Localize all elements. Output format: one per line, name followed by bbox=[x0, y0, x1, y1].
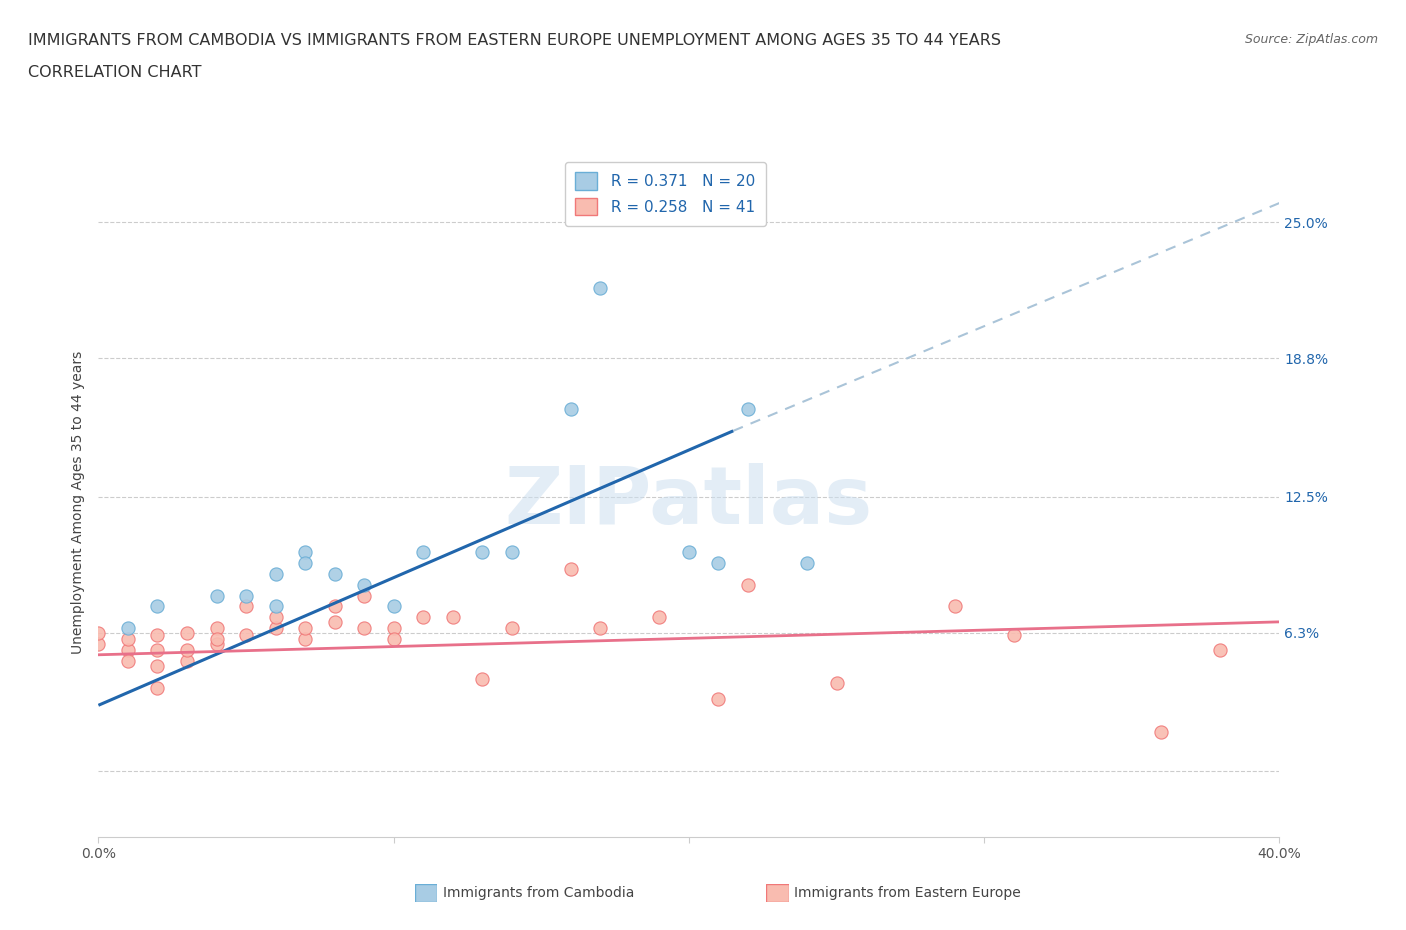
Point bbox=[117, 632, 139, 647]
Point bbox=[501, 544, 523, 559]
Point bbox=[205, 636, 228, 651]
Y-axis label: Unemployment Among Ages 35 to 44 years: Unemployment Among Ages 35 to 44 years bbox=[72, 351, 86, 654]
Point bbox=[560, 562, 582, 577]
Point bbox=[323, 599, 346, 614]
Point bbox=[412, 610, 434, 625]
Point bbox=[176, 654, 198, 669]
Legend:  R = 0.371   N = 20,  R = 0.258   N = 41: R = 0.371 N = 20, R = 0.258 N = 41 bbox=[565, 162, 766, 226]
Point bbox=[205, 621, 228, 636]
Point bbox=[471, 544, 494, 559]
Point bbox=[146, 680, 169, 695]
Point bbox=[205, 632, 228, 647]
Point bbox=[471, 671, 494, 686]
Text: ZIPatlas: ZIPatlas bbox=[505, 463, 873, 541]
Point bbox=[707, 691, 730, 706]
Text: Source: ZipAtlas.com: Source: ZipAtlas.com bbox=[1244, 33, 1378, 46]
Point bbox=[117, 621, 139, 636]
Point bbox=[264, 566, 287, 581]
Point bbox=[235, 628, 257, 643]
Point bbox=[382, 621, 405, 636]
Point bbox=[796, 555, 818, 570]
Point bbox=[382, 599, 405, 614]
Point bbox=[560, 402, 582, 417]
Point bbox=[294, 621, 316, 636]
Point bbox=[87, 636, 110, 651]
Point bbox=[382, 632, 405, 647]
Point bbox=[176, 625, 198, 640]
Point bbox=[1209, 643, 1232, 658]
Point bbox=[589, 621, 612, 636]
Point bbox=[87, 625, 110, 640]
Point bbox=[264, 610, 287, 625]
Point bbox=[294, 544, 316, 559]
Point bbox=[235, 599, 257, 614]
Point bbox=[648, 610, 671, 625]
Point bbox=[825, 676, 848, 691]
Point bbox=[323, 615, 346, 630]
Point bbox=[943, 599, 966, 614]
Point bbox=[501, 621, 523, 636]
Point bbox=[117, 654, 139, 669]
Point bbox=[323, 566, 346, 581]
Point bbox=[235, 588, 257, 603]
Point bbox=[146, 628, 169, 643]
Point bbox=[737, 402, 759, 417]
Point bbox=[353, 578, 375, 592]
Point bbox=[353, 588, 375, 603]
Point bbox=[294, 632, 316, 647]
Text: CORRELATION CHART: CORRELATION CHART bbox=[28, 65, 201, 80]
Text: Immigrants from Cambodia: Immigrants from Cambodia bbox=[443, 885, 634, 900]
Point bbox=[117, 643, 139, 658]
Point bbox=[353, 621, 375, 636]
Point bbox=[146, 643, 169, 658]
Point bbox=[737, 578, 759, 592]
Point bbox=[264, 599, 287, 614]
Point bbox=[1002, 628, 1025, 643]
Point bbox=[264, 621, 287, 636]
Point bbox=[412, 544, 434, 559]
Point bbox=[146, 658, 169, 673]
Point bbox=[441, 610, 464, 625]
Point bbox=[707, 555, 730, 570]
Point bbox=[294, 555, 316, 570]
Point bbox=[146, 599, 169, 614]
Text: Immigrants from Eastern Europe: Immigrants from Eastern Europe bbox=[794, 885, 1021, 900]
Point bbox=[589, 281, 612, 296]
Point bbox=[678, 544, 700, 559]
Text: IMMIGRANTS FROM CAMBODIA VS IMMIGRANTS FROM EASTERN EUROPE UNEMPLOYMENT AMONG AG: IMMIGRANTS FROM CAMBODIA VS IMMIGRANTS F… bbox=[28, 33, 1001, 47]
Point bbox=[176, 643, 198, 658]
Point bbox=[205, 588, 228, 603]
Point bbox=[1150, 724, 1173, 739]
